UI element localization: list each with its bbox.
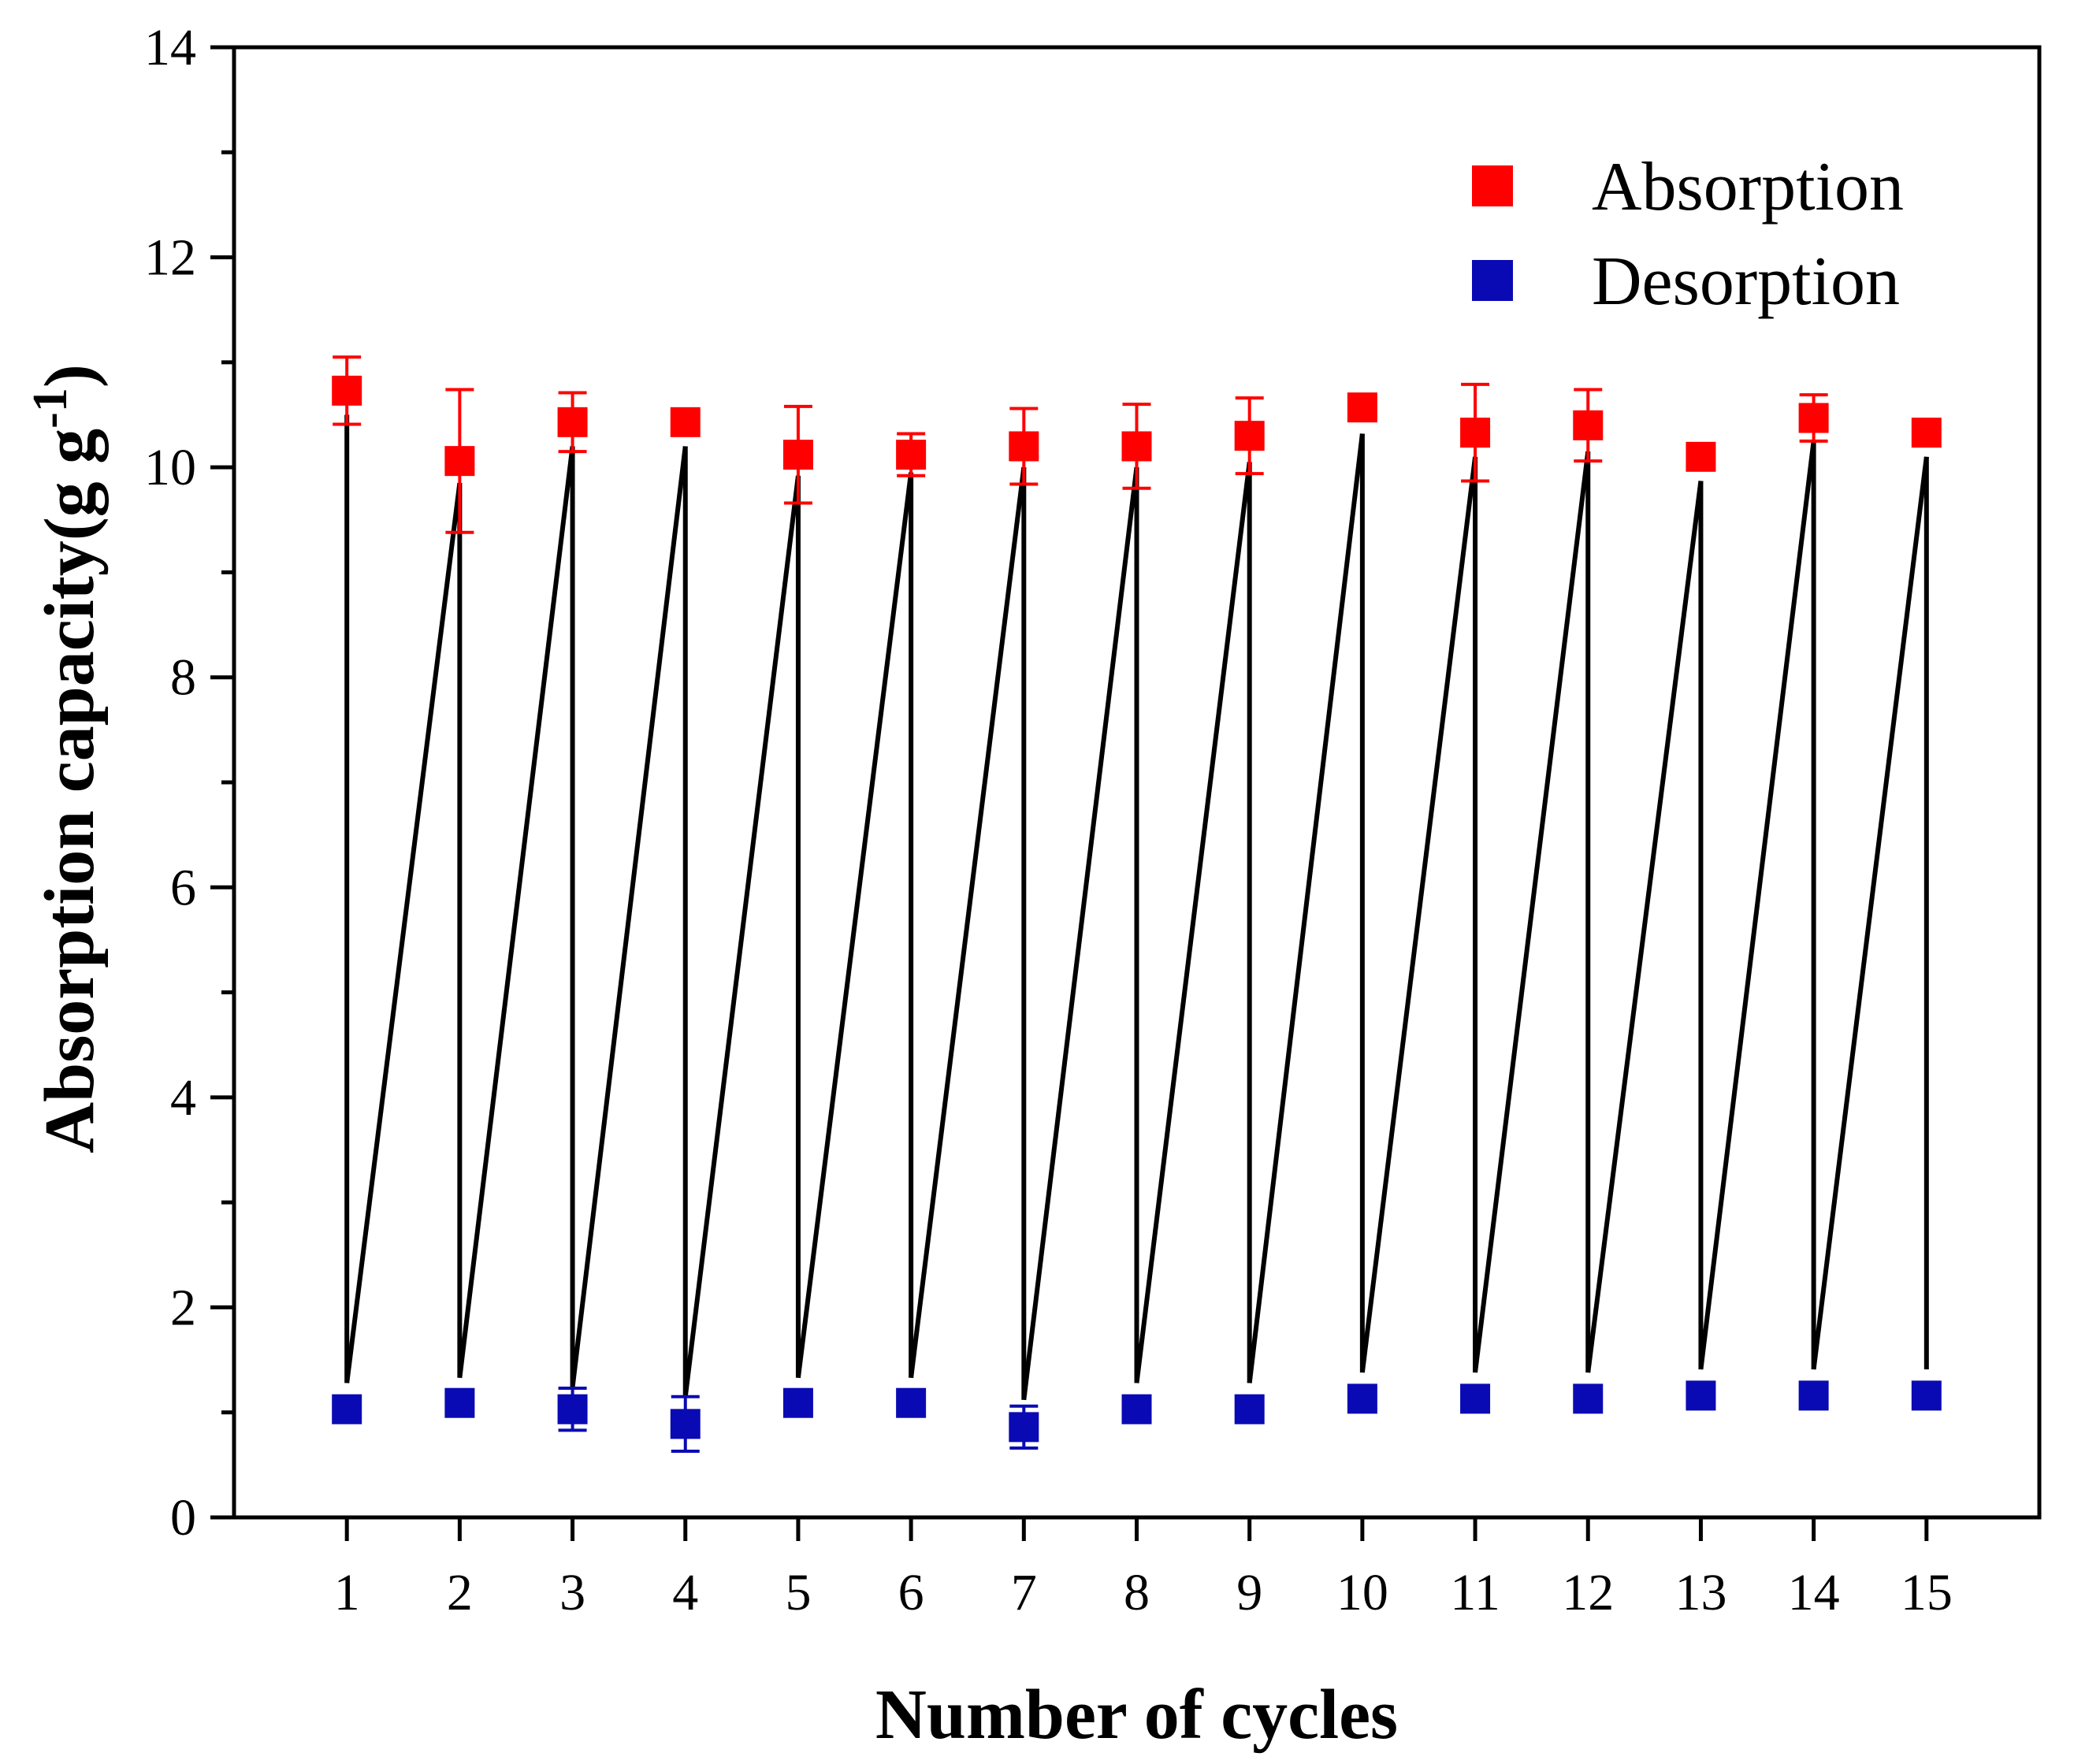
- x-tick-label: 14: [1788, 1564, 1840, 1621]
- desorption-point: [1121, 1394, 1152, 1424]
- connector-rise: [1585, 481, 1704, 1373]
- y-tick-label: 6: [170, 859, 196, 916]
- connector-rise: [1473, 451, 1591, 1373]
- y-axis-title-main: Absorption capacity(g g: [31, 429, 109, 1153]
- connector-rise: [909, 466, 1027, 1379]
- y-tick-label: 8: [170, 649, 196, 707]
- desorption-point: [1798, 1380, 1829, 1411]
- y-axis-title-superscript: -1: [24, 388, 77, 429]
- connector-rise: [457, 446, 575, 1379]
- desorption-point: [782, 1387, 813, 1418]
- legend-label-absorption: Absorption: [1592, 149, 1904, 225]
- x-tick-label: 15: [1901, 1564, 1953, 1621]
- connector-rise: [344, 482, 463, 1383]
- connector-layer: [344, 414, 1929, 1401]
- absorption-point: [557, 407, 588, 437]
- y-tick-label: 0: [170, 1489, 196, 1547]
- x-tick-label: 9: [1236, 1564, 1262, 1621]
- desorption-point: [1347, 1383, 1377, 1414]
- absorption-point: [332, 375, 362, 406]
- x-tick-label: 13: [1674, 1564, 1726, 1621]
- x-tick-label: 12: [1562, 1564, 1614, 1621]
- y-tick-label: 14: [144, 19, 196, 76]
- desorption-point: [557, 1394, 588, 1424]
- x-tick-label: 3: [559, 1564, 585, 1621]
- legend-marker-desorption: [1472, 260, 1513, 301]
- absorption-point: [1798, 403, 1829, 433]
- absorption-point: [1911, 418, 1942, 448]
- desorption-point: [1460, 1383, 1491, 1414]
- x-tick-label: 2: [447, 1564, 473, 1621]
- y-tick-label: 10: [144, 439, 196, 496]
- x-tick-label: 6: [898, 1564, 924, 1621]
- x-tick-label: 4: [672, 1564, 698, 1621]
- marker-layer: [332, 375, 1942, 1443]
- desorption-point: [670, 1409, 701, 1439]
- connector-rise: [1811, 456, 1929, 1370]
- connector-rise: [1698, 440, 1816, 1370]
- absorption-point: [782, 440, 813, 470]
- x-tick-label: 11: [1450, 1564, 1500, 1621]
- connector-rise: [570, 446, 688, 1388]
- desorption-point: [1234, 1394, 1265, 1424]
- y-axis-title-close: ): [31, 364, 109, 388]
- absorption-point: [1573, 410, 1604, 440]
- x-tick-label: 7: [1011, 1564, 1037, 1621]
- connector-rise: [682, 475, 801, 1398]
- y-tick-label: 4: [170, 1069, 196, 1127]
- connector-rise: [1247, 433, 1365, 1383]
- connector-rise: [1021, 466, 1139, 1401]
- legend: Absorption Desorption: [1472, 149, 1904, 320]
- x-tick-label: 10: [1336, 1564, 1388, 1621]
- desorption-point: [1573, 1383, 1604, 1414]
- connector-rise: [1359, 456, 1478, 1373]
- absorption-point: [1347, 392, 1377, 423]
- absorption-point: [896, 440, 927, 470]
- absorption-point: [444, 446, 475, 477]
- x-tick-label: 8: [1124, 1564, 1150, 1621]
- legend-marker-absorption: [1472, 165, 1513, 206]
- x-axis-title: Number of cycles: [875, 1676, 1398, 1754]
- desorption-point: [444, 1387, 475, 1418]
- y-tick-label: 2: [170, 1279, 196, 1336]
- desorption-point: [332, 1394, 362, 1424]
- y-tick-label: 12: [144, 229, 196, 287]
- x-tick-label: 1: [334, 1564, 360, 1621]
- absorption-point: [1121, 431, 1152, 462]
- absorption-point: [1234, 421, 1265, 451]
- y-axis-title: Absorption capacity(g g-1): [24, 364, 109, 1153]
- connector-rise: [795, 472, 914, 1379]
- absorption-point: [1009, 431, 1039, 462]
- desorption-point: [896, 1387, 927, 1418]
- desorption-point: [1911, 1380, 1942, 1411]
- connector-rise: [1134, 462, 1252, 1383]
- x-tick-label: 5: [785, 1564, 811, 1621]
- desorption-point: [1009, 1412, 1039, 1443]
- legend-label-desorption: Desorption: [1592, 243, 1900, 320]
- absorption-point: [670, 407, 701, 437]
- absorption-point: [1686, 441, 1716, 472]
- desorption-point: [1686, 1380, 1716, 1411]
- absorption-point: [1460, 418, 1491, 448]
